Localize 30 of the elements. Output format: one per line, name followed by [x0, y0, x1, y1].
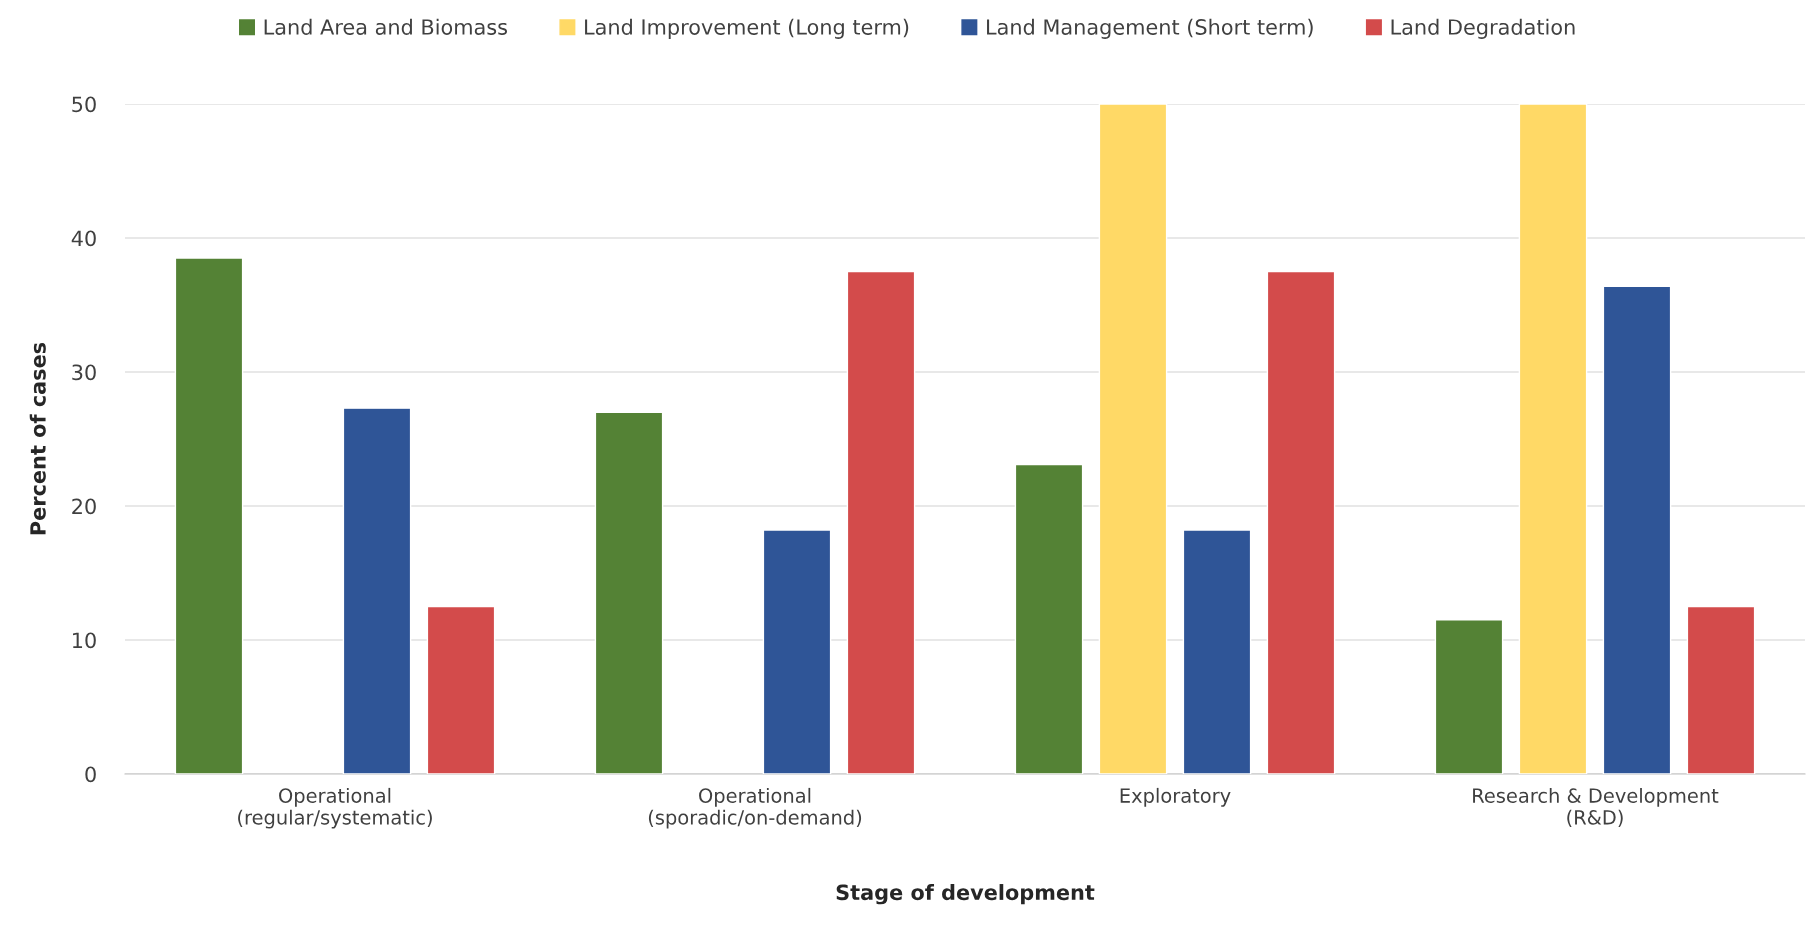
bar [1602, 285, 1672, 774]
x-tick-label: Operational (sporadic/on-demand) [648, 787, 862, 829]
legend-label: Land Improvement (Long term) [585, 18, 909, 39]
x-tick-label: Operational (regular/systematic) [238, 787, 432, 829]
bar [1518, 104, 1588, 774]
x-tick-label: Exploratory [1120, 787, 1231, 807]
bar [594, 411, 664, 774]
y-axis-title: Percent of cases [29, 342, 46, 535]
bar [1434, 619, 1504, 774]
bar [1182, 529, 1252, 774]
legend-label: Land Area and Biomass [264, 18, 508, 35]
bar [342, 407, 412, 774]
y-tick-label: 10 [73, 632, 96, 649]
x-axis-title: Stage of development [836, 884, 1095, 905]
bar [174, 257, 244, 774]
y-tick-label: 50 [72, 96, 96, 113]
bar [1014, 463, 1084, 774]
bar [1266, 270, 1336, 774]
legend-label: Land Management (Short term) [987, 18, 1313, 39]
x-tick-label: Research & Development (R&D) [1473, 787, 1719, 827]
bar [426, 605, 496, 774]
bar [846, 270, 916, 774]
bar [762, 529, 832, 774]
y-tick-label: 40 [71, 230, 96, 247]
bar [1098, 104, 1168, 774]
legend-label: Land Degradation [1391, 18, 1575, 39]
y-tick-label: 0 [85, 766, 96, 783]
y-tick-label: 30 [72, 364, 96, 381]
y-tick-label: 20 [72, 498, 96, 515]
bar [1686, 605, 1756, 774]
